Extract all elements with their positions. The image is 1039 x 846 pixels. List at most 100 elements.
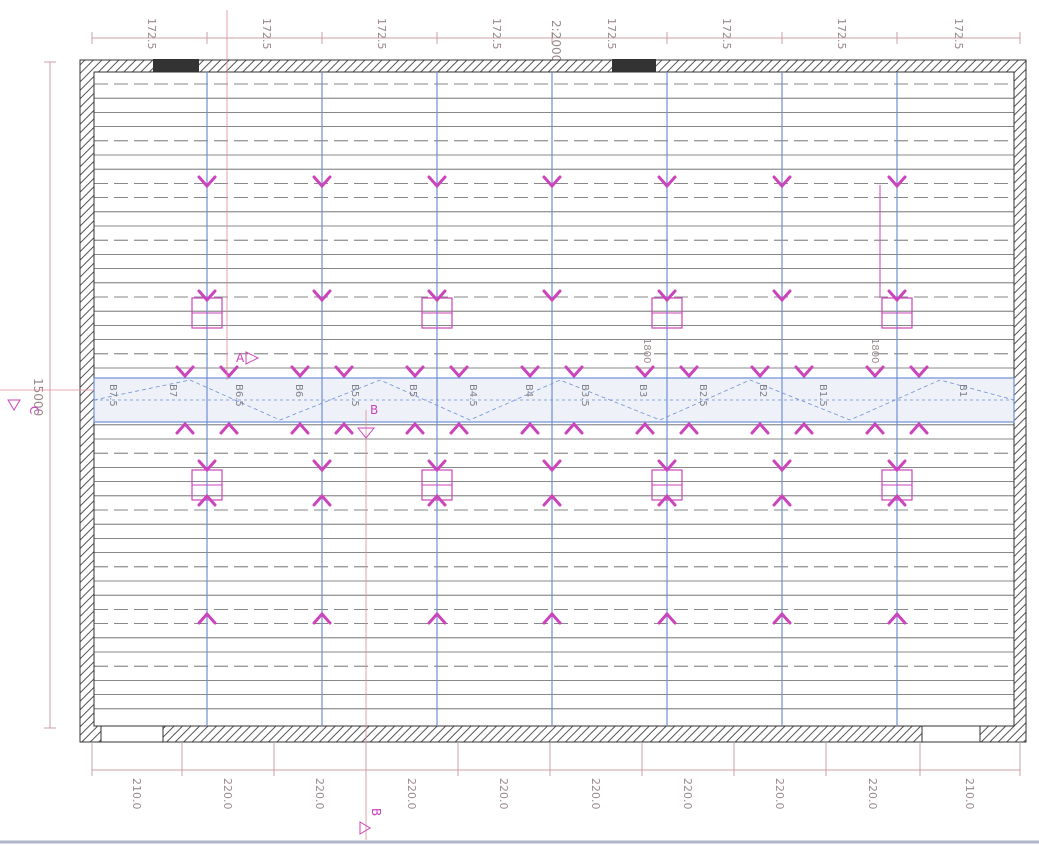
chevron-up-icon xyxy=(909,421,929,435)
bottom-dimension-label: 220.0 xyxy=(681,778,694,810)
chevron-down-icon xyxy=(312,175,332,189)
chevron-down-icon xyxy=(197,175,217,189)
section-markers: A B B C xyxy=(0,10,383,840)
chevron-down-icon xyxy=(312,289,332,303)
central-beam-band: B7.5 B7 B6.5 B6 B5.5 B5 B4.5 B4 B3.5 B3 B2.5 B2 B1.5… xyxy=(93,377,1015,423)
top-dimension-label: 172.5 xyxy=(720,18,733,50)
beam-label: B7.5 xyxy=(107,384,118,407)
chevron-up-icon xyxy=(427,611,447,625)
chevron-up-icon xyxy=(772,493,792,507)
chevron-up-icon xyxy=(290,421,310,435)
chevron-up-icon xyxy=(657,493,677,507)
chevron-up-icon xyxy=(887,493,907,507)
chevron-down-icon xyxy=(772,459,792,473)
side-dimension-label-2: 1800 xyxy=(641,338,652,363)
chevron-down-icon xyxy=(657,459,677,473)
chevron-up-icon xyxy=(219,421,239,435)
chevron-up-icon xyxy=(865,421,885,435)
chevron-up-icon xyxy=(679,421,699,435)
bottom-dimension-label: 220.0 xyxy=(221,778,234,810)
top-dimension-chain: 172.5 172.5 172.5 172.5 172.5 172.5 172.5 172.5… xyxy=(91,18,1021,62)
bottom-dimension-label: 210.0 xyxy=(130,778,143,810)
chevron-up-icon xyxy=(449,421,469,435)
chevron-up-icon xyxy=(542,611,562,625)
beam-label: B5 xyxy=(407,384,418,397)
chevron-down-icon xyxy=(772,289,792,303)
chevron-down-icon xyxy=(542,459,562,473)
top-dimension-label: 172.5 xyxy=(952,18,965,50)
chevron-up-icon xyxy=(175,421,195,435)
chevron-down-icon xyxy=(542,289,562,303)
section-mark-b-top: B xyxy=(370,403,378,417)
beam-label: B6.5 xyxy=(233,384,244,407)
top-total-dimension: 2:2000 xyxy=(549,20,563,62)
top-right-opening xyxy=(612,59,656,72)
chevron-down-icon xyxy=(520,365,540,379)
bottom-dimension-label: 220.0 xyxy=(773,778,786,810)
chevron-up-icon xyxy=(564,421,584,435)
beam-label: B2.5 xyxy=(697,384,708,407)
top-dimension-label: 172.5 xyxy=(375,18,388,50)
chevron-up-icon xyxy=(542,493,562,507)
chevron-down-icon xyxy=(197,289,217,303)
beam-label: B1.5 xyxy=(817,384,828,407)
chevron-down-icon xyxy=(197,459,217,473)
left-total-dimension: 15000 xyxy=(31,378,45,416)
chevron-down-icon xyxy=(312,459,332,473)
bottom-dimension-label: 220.0 xyxy=(589,778,602,810)
bottom-dimension-label: 220.0 xyxy=(497,778,510,810)
chevron-down-icon xyxy=(175,365,195,379)
chevron-up-icon xyxy=(657,611,677,625)
chevron-down-icon xyxy=(427,459,447,473)
column-lines xyxy=(206,72,898,726)
beam-label: B7 xyxy=(167,384,178,397)
bottom-left-opening xyxy=(100,725,164,743)
chevron-down-icon xyxy=(290,365,310,379)
chevron-down-icon xyxy=(405,365,425,379)
chevron-up-icon xyxy=(427,493,447,507)
bottom-dimension-label: 220.0 xyxy=(313,778,326,810)
chevron-up-icon xyxy=(197,611,217,625)
bottom-right-opening xyxy=(921,725,981,743)
side-dimension: 1800 1800 xyxy=(641,185,881,363)
chevron-down-icon xyxy=(865,365,885,379)
chevron-down-icon xyxy=(772,175,792,189)
beam-label: B4.5 xyxy=(467,384,478,407)
chevron-down-icon xyxy=(794,365,814,379)
beam-label: B3 xyxy=(637,384,648,397)
load-direction-markers xyxy=(175,175,929,625)
section-mark-b: B xyxy=(369,808,383,816)
bottom-dimension-label: 220.0 xyxy=(866,778,879,810)
bottom-dimension-label: 210.0 xyxy=(963,778,976,810)
chevron-up-icon xyxy=(197,493,217,507)
chevron-down-icon xyxy=(657,289,677,303)
beam-label: B6 xyxy=(293,384,304,397)
chevron-up-icon xyxy=(750,421,770,435)
chevron-down-icon xyxy=(449,365,469,379)
section-mark-c: C xyxy=(27,406,41,414)
chevron-down-icon xyxy=(427,289,447,303)
chevron-up-icon xyxy=(887,611,907,625)
chevron-down-icon xyxy=(679,365,699,379)
chevron-up-icon xyxy=(794,421,814,435)
section-mark-a: A xyxy=(236,351,245,365)
top-dimension-label: 172.5 xyxy=(490,18,503,50)
chevron-down-icon xyxy=(334,365,354,379)
chevron-down-icon xyxy=(635,365,655,379)
chevron-down-icon xyxy=(887,289,907,303)
chevron-up-icon xyxy=(635,421,655,435)
chevron-up-icon xyxy=(405,421,425,435)
chevron-down-icon xyxy=(657,175,677,189)
bottom-dimension-chain: 210.0 220.0 220.0 220.0 220.0 220.0 220.0 220.0… xyxy=(91,742,1021,810)
top-left-opening xyxy=(153,59,199,72)
chevron-up-icon xyxy=(312,493,332,507)
top-dimension-label: 172.5 xyxy=(605,18,618,50)
top-dimension-label: 172.5 xyxy=(145,18,158,50)
beam-label: B2 xyxy=(757,384,768,397)
chevron-down-icon xyxy=(750,365,770,379)
chevron-down-icon xyxy=(542,175,562,189)
top-dimension-label: 172.5 xyxy=(835,18,848,50)
chevron-down-icon xyxy=(219,365,239,379)
left-dimension-chain: 15000 xyxy=(31,61,56,729)
